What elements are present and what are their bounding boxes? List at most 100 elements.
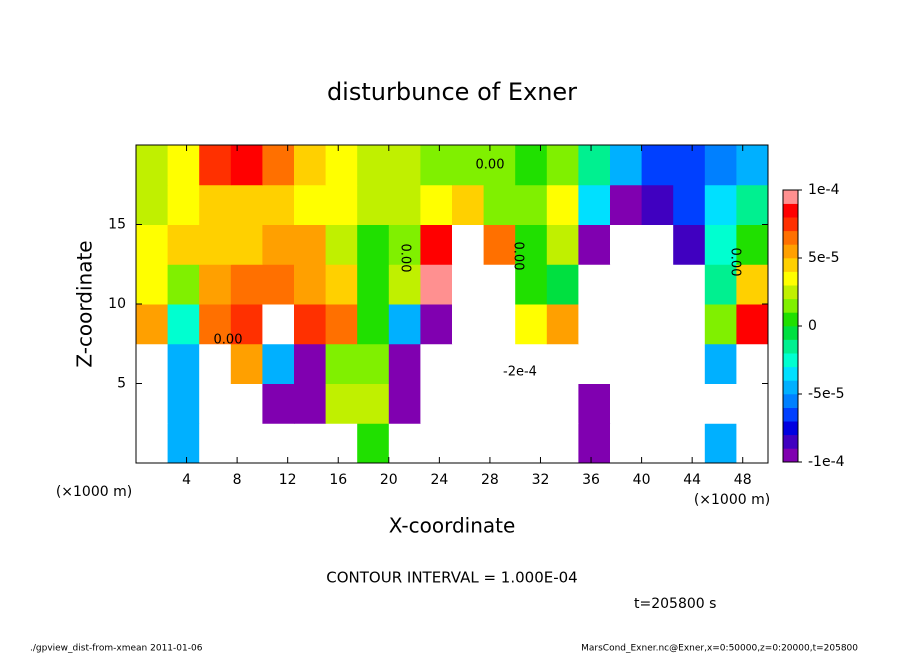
heatmap-cell — [388, 184, 421, 225]
heatmap-cell — [136, 184, 169, 225]
heatmap-cell — [610, 343, 643, 384]
heatmap-cell — [262, 343, 295, 384]
heatmap-cell — [136, 383, 169, 424]
heatmap-cell — [610, 383, 643, 424]
heatmap-cell — [388, 383, 421, 424]
heatmap-cell — [483, 383, 516, 424]
heatmap-cell — [610, 184, 643, 225]
heatmap-cell — [704, 224, 737, 265]
heatmap-cell — [578, 343, 611, 384]
x-tick-label: 16 — [329, 472, 347, 488]
heatmap-cell — [641, 383, 674, 424]
heatmap-cell — [357, 343, 390, 384]
heatmap-cell — [199, 224, 232, 265]
heatmap-cell — [325, 343, 358, 384]
heatmap-cell — [546, 264, 579, 305]
heatmap-cell — [546, 343, 579, 384]
heatmap-cell — [294, 264, 327, 305]
heatmap-cell — [452, 423, 485, 464]
heatmap-cell — [736, 145, 769, 186]
heatmap-cell — [704, 383, 737, 424]
heatmap-cell — [736, 304, 769, 345]
heatmap-cell — [388, 423, 421, 464]
heatmap-cell — [641, 145, 674, 186]
colorbar-swatch — [783, 326, 798, 340]
heatmap-cell — [610, 145, 643, 186]
heatmap-cell — [736, 343, 769, 384]
heatmap-cell — [420, 383, 453, 424]
heatmap-cell — [325, 264, 358, 305]
footer: ./gpview_dist-from-xmean 2011-01-06 — [30, 644, 203, 654]
contour-note: CONTOUR INTERVAL = 1.000E-04 — [326, 569, 577, 587]
heatmap-cell — [230, 145, 263, 186]
colorbar-swatch — [783, 339, 798, 354]
heatmap-cell — [294, 383, 327, 424]
heatmap-cell — [420, 224, 453, 265]
heatmap-cell — [357, 383, 390, 424]
heatmap-cell — [578, 304, 611, 345]
heatmap-cell — [452, 264, 485, 305]
heatmap-cell — [136, 224, 169, 265]
heatmap-cell — [325, 304, 358, 345]
heatmap-cell — [578, 383, 611, 424]
heatmap-cell — [167, 423, 200, 464]
heatmap-cell — [230, 383, 263, 424]
colorbar-tick-label: 1e-4 — [808, 182, 840, 198]
heatmap-cell — [610, 304, 643, 345]
heatmap-cell — [262, 383, 295, 424]
heatmap-cell — [452, 343, 485, 384]
colorbar-swatch — [783, 203, 798, 218]
heatmap-cell — [420, 145, 453, 186]
heatmap-cell — [736, 264, 769, 305]
heatmap-cell — [230, 264, 263, 305]
heatmap-cell — [736, 184, 769, 225]
heatmap-cell — [199, 184, 232, 225]
footer: MarsCond_Exner.nc@Exner,x=0:50000,z=0:20… — [581, 644, 858, 654]
heatmap-cell — [515, 343, 548, 384]
heatmap-cell — [388, 343, 421, 384]
colorbar-tick-label: -1e-4 — [808, 454, 845, 470]
heatmap-cell — [357, 224, 390, 265]
heatmap-cell — [578, 145, 611, 186]
heatmap-cell — [388, 145, 421, 186]
colorbar-tick-label: 0 — [808, 318, 817, 334]
colorbar-swatch — [783, 421, 798, 436]
colorbar-swatch — [783, 285, 798, 300]
heatmap-cell — [167, 264, 200, 305]
x-tick-label: 4 — [182, 472, 191, 488]
heatmap-cell — [262, 423, 295, 464]
contour-label: 0.00 — [476, 158, 505, 173]
heatmap-cell — [546, 145, 579, 186]
heatmap-cell — [452, 304, 485, 345]
heatmap-cell — [641, 224, 674, 265]
heatmap-cell — [230, 224, 263, 265]
heatmap-cell — [673, 224, 706, 265]
heatmap-cell — [673, 184, 706, 225]
x-tick-label: 32 — [532, 472, 550, 488]
heatmap-cell — [483, 264, 516, 305]
heatmap-cell — [294, 184, 327, 225]
x-axis-label: X-coordinate — [389, 514, 516, 538]
heatmap-cell — [452, 224, 485, 265]
x-tick-label: 48 — [734, 472, 752, 488]
colorbar-tick-label: -5e-5 — [808, 386, 845, 402]
chart-title: disturbunce of Exner — [327, 78, 577, 106]
heatmap-cell — [641, 184, 674, 225]
heatmap-cell — [294, 423, 327, 464]
heatmap-cell — [483, 304, 516, 345]
y-axis-label: Z-coordinate — [73, 240, 97, 367]
heatmap-cell — [578, 224, 611, 265]
x-tick-label: 40 — [633, 472, 651, 488]
heatmap-cell — [515, 304, 548, 345]
heatmap-cell — [610, 264, 643, 305]
heatmap-cell — [420, 264, 453, 305]
heatmap-cell — [420, 423, 453, 464]
heatmap-cell — [546, 304, 579, 345]
heatmap-cell — [610, 423, 643, 464]
heatmap-cell — [515, 224, 548, 265]
heatmap-cell — [167, 184, 200, 225]
heatmap-cell — [388, 224, 421, 265]
heatmap-cell — [167, 304, 200, 345]
colorbar-swatch — [783, 244, 798, 259]
